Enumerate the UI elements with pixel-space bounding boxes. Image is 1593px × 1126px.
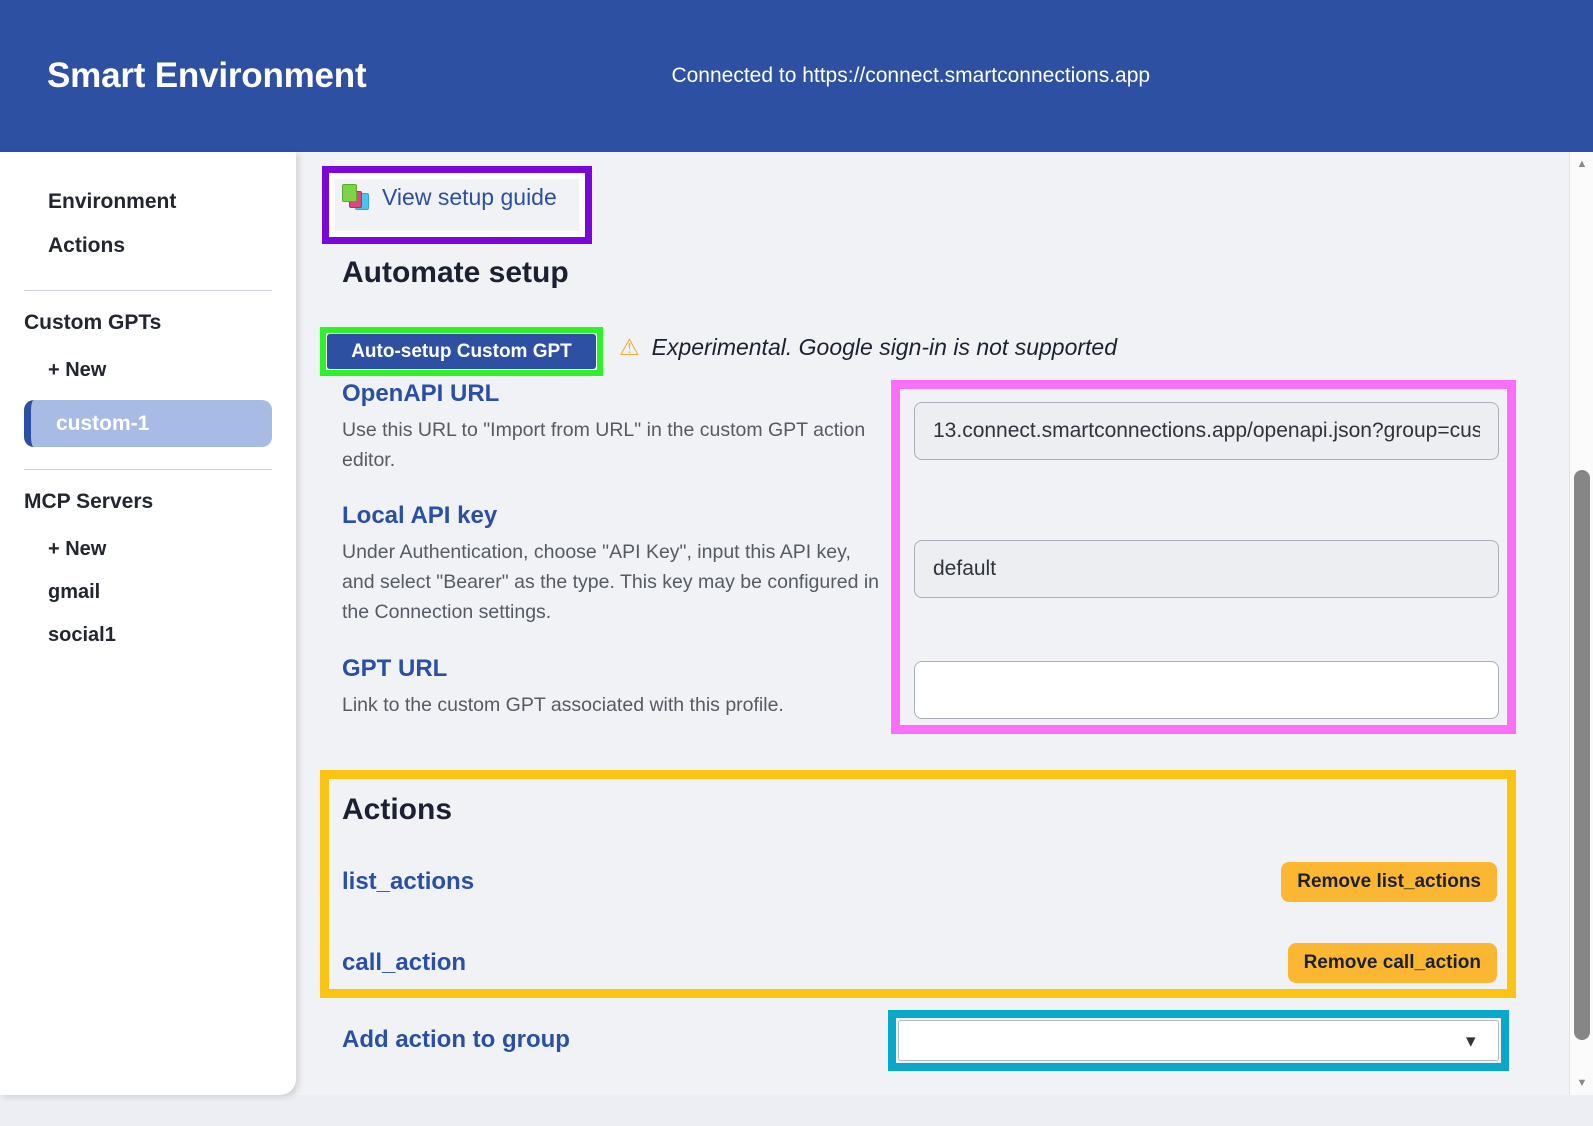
field-local-api-key-label: Local API key xyxy=(342,502,498,529)
vertical-scrollbar[interactable]: ▲ ▼ xyxy=(1569,152,1593,1095)
sidebar: Environment Actions Custom GPTs + New cu… xyxy=(0,152,296,1095)
scroll-up-arrow-icon[interactable]: ▲ xyxy=(1576,157,1588,170)
connection-status: Connected to https://connect.smartconnec… xyxy=(671,64,1151,87)
sidebar-item-custom-1-label: custom-1 xyxy=(56,411,150,435)
field-openapi-url-label: OpenAPI URL xyxy=(342,380,500,407)
scroll-down-arrow-icon[interactable]: ▼ xyxy=(1576,1076,1588,1089)
action-row-list-actions: list_actions Remove list_actions xyxy=(342,862,1497,902)
sidebar-divider-2 xyxy=(24,469,272,470)
field-gpt-url: GPT URL Link to the custom GPT associate… xyxy=(342,655,882,720)
page-title: Automate setup xyxy=(342,256,569,289)
actions-panel-heading: Actions xyxy=(342,793,453,826)
sidebar-section-mcp-servers: MCP Servers xyxy=(24,490,154,513)
field-gpt-url-description: Link to the custom GPT associated with t… xyxy=(342,694,784,716)
actions-panel: Actions list_actions Remove list_actions… xyxy=(320,770,1516,998)
auto-setup-custom-gpt-button[interactable]: Auto-setup Custom GPT xyxy=(327,334,596,369)
action-row-call-action: call_action Remove call_action xyxy=(342,943,1497,983)
remove-list-actions-button[interactable]: Remove list_actions xyxy=(1281,862,1497,902)
scrollbar-thumb[interactable] xyxy=(1574,470,1590,1040)
sidebar-item-actions[interactable]: Actions xyxy=(48,234,126,257)
field-local-api-key-description: Under Authentication, choose "API Key", … xyxy=(342,541,880,623)
openapi-url-input[interactable] xyxy=(914,402,1499,460)
sidebar-divider-1 xyxy=(24,290,272,291)
sidebar-item-environment[interactable]: Environment xyxy=(48,190,177,213)
field-local-api-key: Local API key Under Authentication, choo… xyxy=(342,502,882,627)
field-openapi-url-description: Use this URL to "Import from URL" in the… xyxy=(342,419,866,471)
local-api-key-input[interactable] xyxy=(914,540,1499,598)
add-action-to-group-select[interactable] xyxy=(898,1020,1499,1061)
experimental-warning-text: Experimental. Google sign-in is not supp… xyxy=(651,334,1117,360)
sidebar-item-custom-1[interactable]: custom-1 xyxy=(24,400,272,447)
view-setup-guide-label: View setup guide xyxy=(382,184,557,210)
app-header: Smart Environment Connected to https://c… xyxy=(0,0,1593,152)
action-name-list-actions[interactable]: list_actions xyxy=(342,868,475,895)
sidebar-new-mcp-server[interactable]: + New xyxy=(48,538,107,560)
field-openapi-url: OpenAPI URL Use this URL to "Import from… xyxy=(342,380,882,475)
sidebar-new-custom-gpt[interactable]: + New xyxy=(48,359,107,381)
sidebar-item-gmail[interactable]: gmail xyxy=(48,581,101,603)
app-title: Smart Environment xyxy=(47,56,367,95)
action-name-call-action[interactable]: call_action xyxy=(342,949,467,976)
sidebar-item-social1[interactable]: social1 xyxy=(48,624,116,646)
stacked-cards-icon xyxy=(342,184,369,211)
sidebar-section-custom-gpts: Custom GPTs xyxy=(24,311,162,334)
experimental-warning: ⚠ Experimental. Google sign-in is not su… xyxy=(619,334,1117,361)
main-content: View setup guide Automate setup Auto-set… xyxy=(296,152,1569,1095)
gpt-url-input[interactable] xyxy=(914,661,1499,719)
add-action-to-group-label: Add action to group xyxy=(342,1026,570,1053)
view-setup-guide-link[interactable]: View setup guide xyxy=(342,184,557,211)
remove-call-action-button[interactable]: Remove call_action xyxy=(1287,943,1497,983)
field-gpt-url-label: GPT URL xyxy=(342,655,448,682)
warning-triangle-icon: ⚠ xyxy=(619,334,640,360)
